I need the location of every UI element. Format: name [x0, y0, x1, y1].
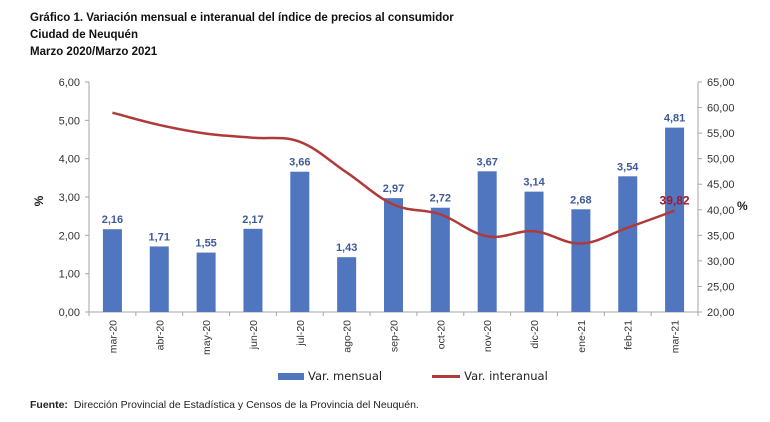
legend-line-swatch: [432, 374, 461, 378]
x-axis-category-label: jul-20: [295, 320, 307, 347]
source-text: Dirección Provincial de Estadística y Ce…: [73, 399, 419, 411]
left-axis-tick-label: 5,00: [59, 115, 80, 127]
chart-subtitle-period: Marzo 2020/Marzo 2021: [30, 46, 158, 58]
left-axis-tick-label: 6,00: [59, 77, 80, 89]
bar-var-mensual: [196, 252, 216, 312]
bar-data-label: 1,55: [195, 238, 216, 250]
left-axis-tick-label: 4,00: [59, 154, 80, 166]
bar-var-mensual: [571, 209, 591, 312]
x-axis-category-label: mar-21: [670, 320, 682, 353]
bar-var-mensual: [102, 229, 122, 312]
bar-data-label: 1,43: [336, 242, 357, 254]
chart-titles: Gráfico 1. Variación mensual e interanua…: [30, 10, 454, 61]
x-axis-category-label: jun-20: [248, 320, 260, 350]
right-axis-tick-label: 65,00: [707, 77, 735, 89]
bar-var-mensual: [384, 198, 403, 312]
legend-label: Var. mensual: [308, 369, 383, 383]
right-axis-tick-label: 30,00: [707, 256, 735, 268]
bar-var-mensual: [524, 191, 544, 312]
chart-subtitle-city: Ciudad de Neuquén: [30, 29, 138, 41]
axes: 0,00 1,00 2,00 3,00 4,00 5,00 6,00 20,00 25,00 30…: [59, 77, 735, 355]
bar-data-label: 2,68: [570, 194, 591, 206]
bar-var-mensual: [290, 171, 310, 312]
line-series: [112, 111, 676, 245]
right-axis-tick-label: 55,00: [707, 128, 735, 140]
bar-data-label: 3,54: [617, 161, 639, 173]
left-axis-tick-label: 1,00: [59, 269, 80, 281]
x-axis-category-label: sep-20: [389, 320, 401, 352]
line-data-label: 39,82: [660, 194, 690, 208]
x-axis-category-label: ene-21: [576, 320, 588, 353]
right-axis-tick-label: 50,00: [707, 154, 735, 166]
bar-var-mensual: [430, 207, 450, 312]
bar-data-label: 3,14: [523, 177, 545, 189]
x-axis-category-label: nov-20: [482, 320, 494, 352]
right-axis-tick-label: 60,00: [707, 103, 735, 115]
bar-data-label: 2,17: [242, 214, 263, 226]
bar-data-label: 3,66: [289, 157, 310, 169]
right-axis-tick-label: 40,00: [707, 205, 735, 217]
bar-data-label: 2,97: [383, 183, 404, 195]
left-axis-tick-label: 0,00: [59, 307, 80, 319]
bar-data-label: 4,81: [664, 113, 685, 125]
right-axis-tick-label: 25,00: [707, 281, 735, 293]
x-axis-category-label: feb-21: [623, 320, 635, 350]
bar-var-mensual: [149, 246, 169, 312]
bar-data-label: 3,67: [476, 156, 497, 168]
legend-label: Var. interanual: [464, 369, 548, 383]
legend-item-var-mensual[interactable]: Var. mensual: [278, 369, 382, 383]
legend: Var. mensual Var. interanual: [278, 369, 598, 383]
bar-var-mensual: [243, 228, 263, 312]
data-labels: 2,16 1,71 1,55 2,17 3,66 1,43 2,97 2,72 3,67 3,14…: [102, 113, 690, 255]
left-axis-unit: %: [32, 195, 46, 206]
bars-series: [102, 127, 685, 312]
right-axis-tick-label: 45,00: [707, 179, 735, 191]
legend-item-var-interanual[interactable]: Var. interanual: [432, 369, 548, 383]
x-axis-category-label: dic-20: [529, 320, 541, 349]
right-axis-tick-label: 35,00: [707, 230, 735, 242]
bar-var-mensual: [665, 127, 685, 312]
right-axis-tick-label: 20,00: [707, 307, 735, 319]
x-axis-category-label: mar-20: [107, 320, 119, 353]
right-axis-unit: %: [737, 199, 748, 213]
source-note: Fuente: Dirección Provincial de Estadísti…: [30, 399, 419, 411]
bar-var-mensual: [477, 171, 497, 312]
bar-var-mensual: [618, 176, 638, 312]
source-label: Fuente:: [30, 399, 68, 411]
x-axis-category-label: oct-20: [435, 320, 447, 349]
bar-data-label: 2,72: [430, 193, 451, 205]
left-axis-tick-label: 2,00: [59, 230, 80, 242]
x-axis-category-label: abr-20: [154, 320, 166, 351]
x-axis-category-label: ago-20: [342, 320, 354, 353]
bar-data-label: 2,16: [102, 214, 123, 226]
left-axis-tick-label: 3,00: [59, 192, 80, 204]
x-axis-category-label: may-20: [201, 320, 213, 355]
bar-var-mensual: [337, 257, 357, 312]
legend-bar-swatch: [278, 372, 304, 380]
chart-title: Gráfico 1. Variación mensual e interanua…: [30, 12, 454, 24]
bar-data-label: 1,71: [149, 231, 170, 243]
